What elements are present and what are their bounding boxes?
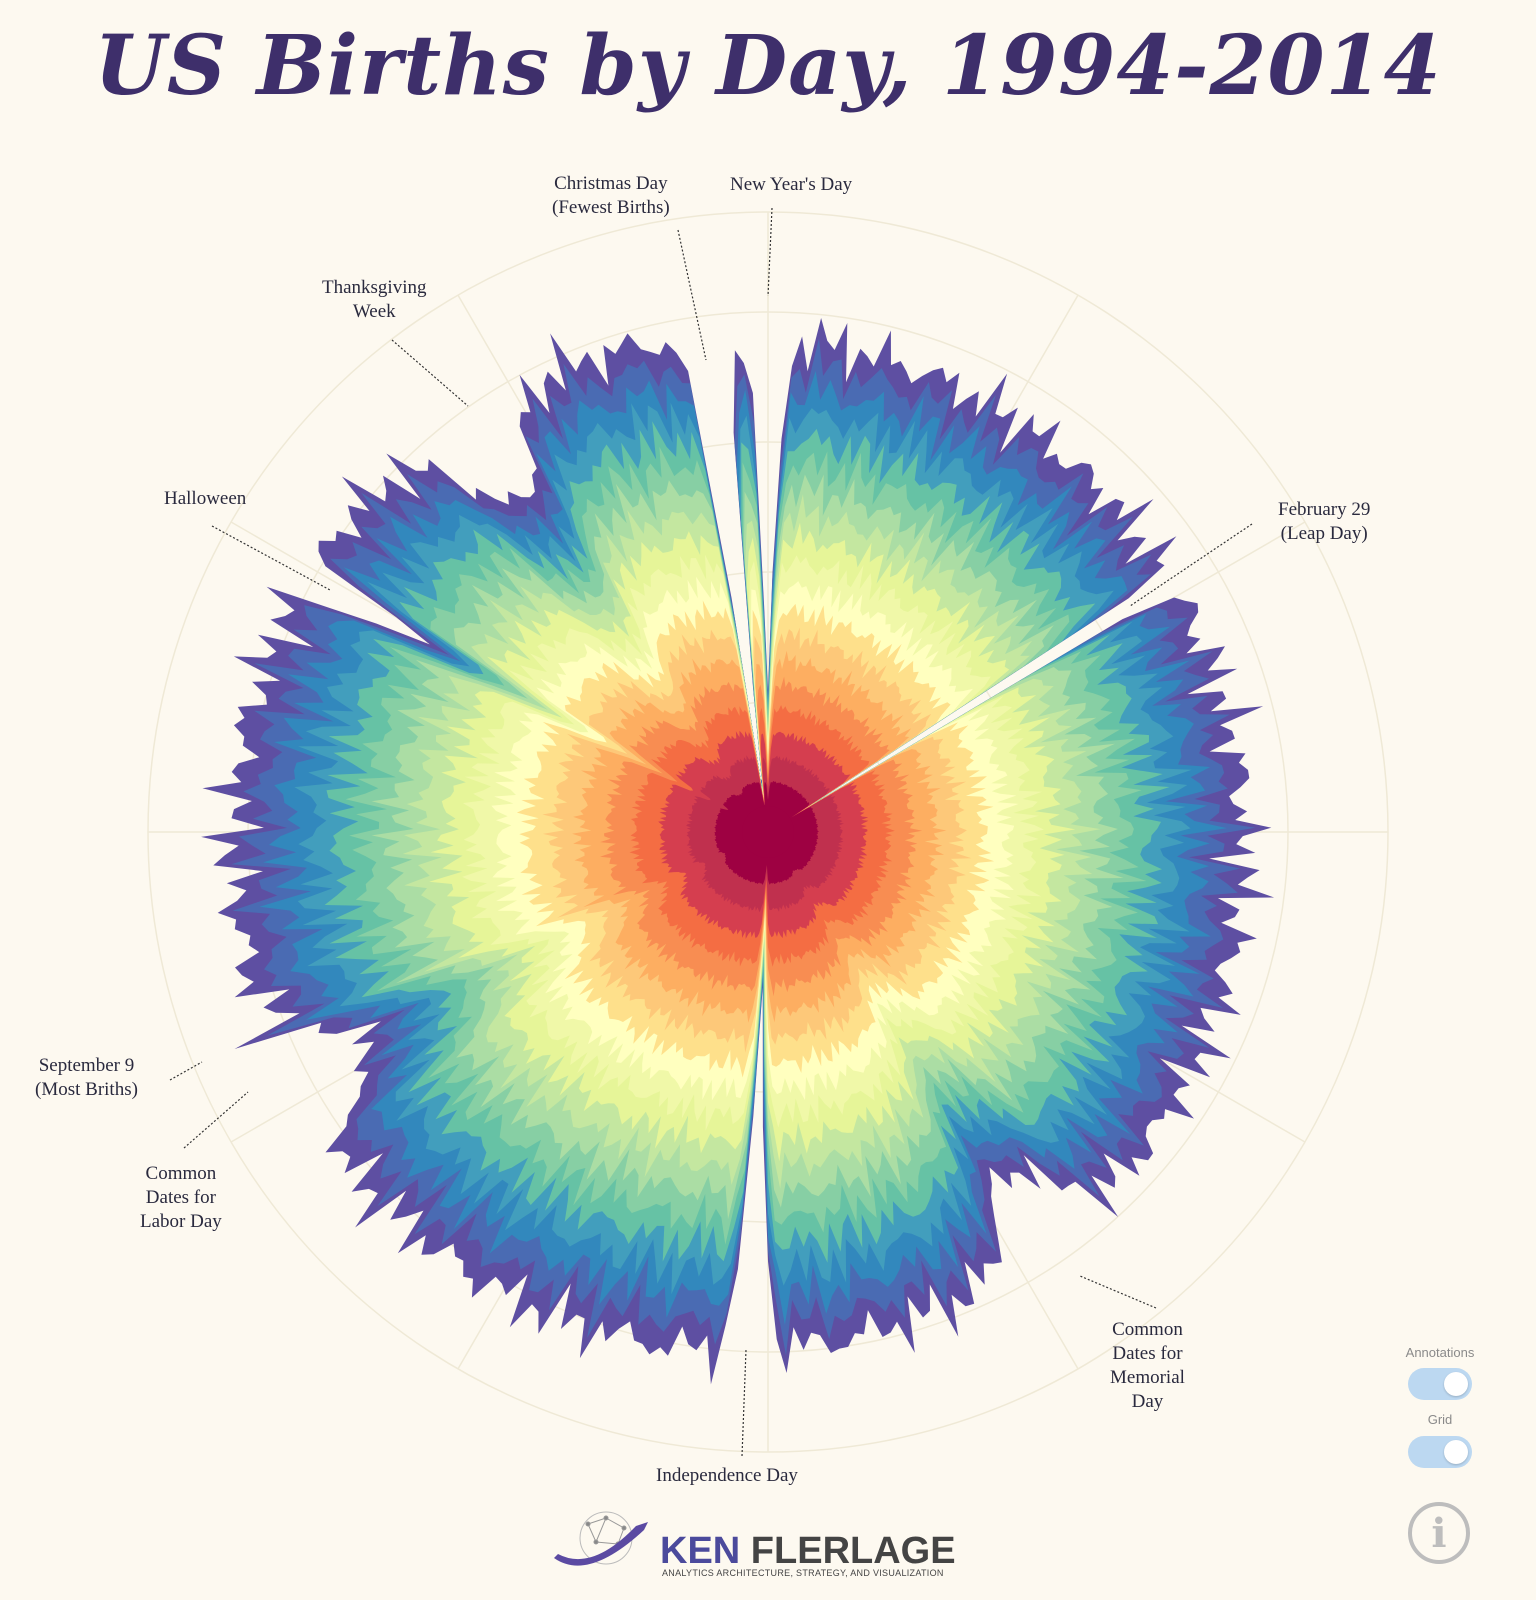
annotation-leaders [169, 207, 1253, 1457]
annotation-line: Independence Day [656, 1465, 798, 1486]
leader-line [767, 207, 773, 297]
toggle-knob [1444, 1372, 1468, 1396]
info-icon[interactable]: i [1408, 1502, 1470, 1564]
annotation-line: (Leap Day) [1280, 523, 1368, 544]
globe-swoosh-icon [554, 1511, 648, 1566]
leader-line [741, 1349, 747, 1457]
annotation-halloween: Halloween [164, 487, 246, 511]
leader-line [677, 229, 707, 361]
annotation-christmas: Christmas Day (Fewest Births) [552, 172, 670, 220]
leader-line [1079, 1275, 1157, 1309]
annotation-line: Day [1131, 1391, 1164, 1412]
annotations-toggle-label: Annotations [1405, 1345, 1475, 1360]
annotation-thanksgiving: Thanksgiving Week [322, 276, 427, 324]
annotation-line: Memorial [1110, 1367, 1185, 1388]
center-disc [742, 806, 794, 858]
logo-wordmark: KEN FLERLAGE [660, 1530, 956, 1573]
annotation-line: Labor Day [140, 1211, 222, 1232]
leader-line [391, 339, 469, 407]
info-glyph: i [1431, 1510, 1447, 1557]
leader-line [183, 1091, 249, 1149]
birth-bands [201, 318, 1275, 1385]
annotation-leapday: February 29 (Leap Day) [1278, 498, 1370, 546]
annotation-newyear: New Year's Day [730, 173, 852, 197]
leader-line [1129, 523, 1253, 607]
annotation-line: Common [145, 1163, 217, 1184]
logo-tagline: ANALYTICS ARCHITECTURE, STRATEGY, AND VI… [662, 1568, 944, 1578]
annotations-toggle[interactable] [1408, 1368, 1472, 1400]
grid-toggle-label: Grid [1427, 1412, 1453, 1427]
annotation-line: February 29 [1278, 499, 1371, 520]
annotation-sept9: September 9 (Most Briths) [35, 1054, 138, 1102]
chart-title: US Births by Day, 1994-2014 [94, 18, 1442, 114]
annotation-memorial: Common Dates for Memorial Day [1110, 1318, 1185, 1414]
grid-toggle[interactable] [1408, 1436, 1472, 1468]
annotation-line: (Fewest Births) [552, 197, 670, 218]
logo-first: KEN [660, 1530, 741, 1572]
annotation-line: Common [1112, 1319, 1183, 1340]
annotation-laborday: Common Dates for Labor Day [140, 1162, 222, 1234]
annotation-line: Christmas Day [554, 173, 668, 194]
annotation-line: September 9 [38, 1055, 135, 1076]
toggle-knob [1444, 1440, 1468, 1464]
annotation-line: Thanksgiving [322, 277, 427, 298]
annotation-line: (Most Briths) [35, 1079, 138, 1100]
annotation-line: Week [352, 301, 396, 322]
annotation-line: Dates for [145, 1187, 216, 1208]
annotation-line: Dates for [1112, 1343, 1183, 1364]
logo-last: FLERLAGE [750, 1530, 956, 1572]
leader-line [169, 1061, 203, 1081]
annotation-independence: Independence Day [656, 1464, 798, 1488]
annotation-line: Halloween [164, 488, 247, 509]
annotation-line: New Year's Day [730, 174, 853, 195]
